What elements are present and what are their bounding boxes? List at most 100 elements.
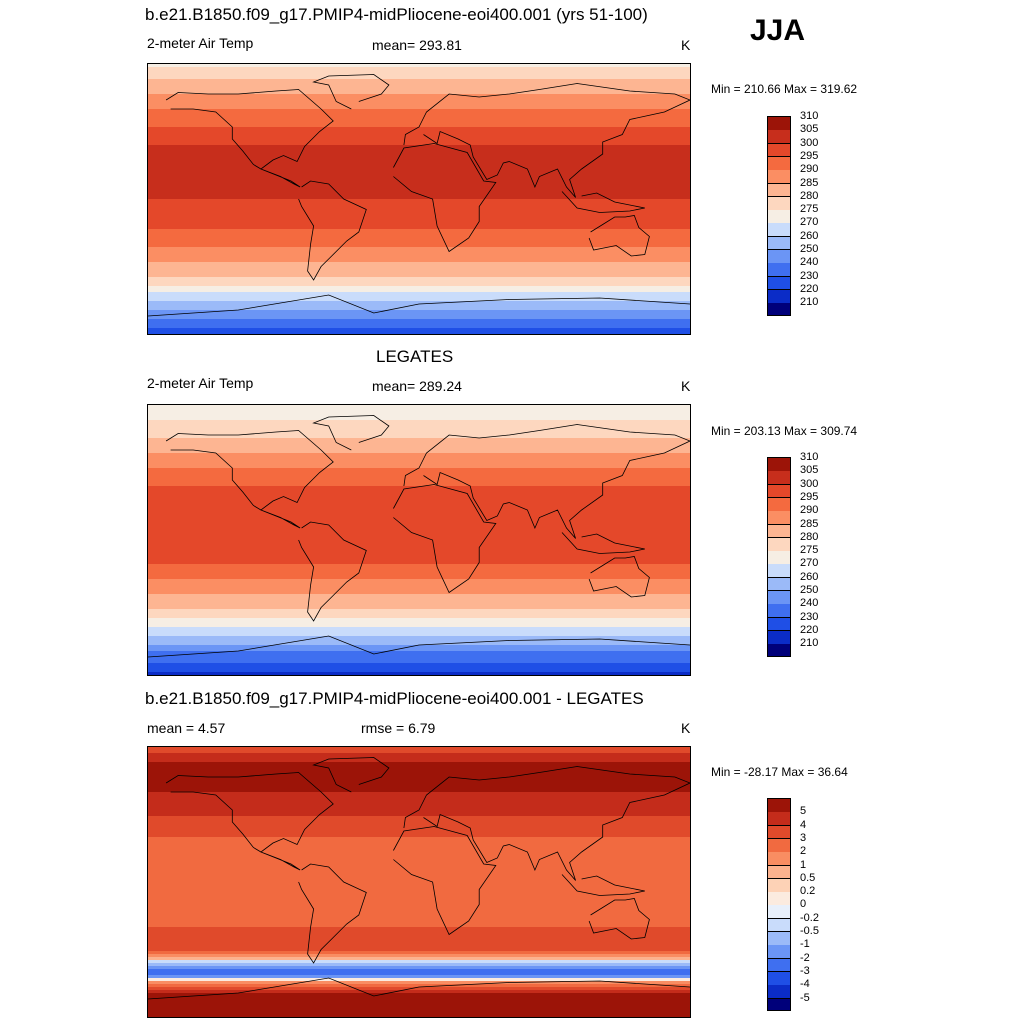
map-lat-band [148,579,690,583]
map-lat-band [148,211,690,215]
map-lat-band [148,253,690,257]
map-lat-band [148,516,690,520]
map-lat-band [148,828,690,832]
map-lat-band [148,268,690,272]
panel3-mean-label: mean = 4.57 [147,720,226,736]
colorbar-tick-label: 310 [800,451,819,463]
map-lat-band [148,969,690,973]
colorbar-tick-label: 220 [800,282,819,295]
map-lat-band [148,447,690,451]
map-lat-band [148,1008,690,1012]
coastline [148,635,690,658]
panel1-map [147,63,691,335]
colorbar-swatch [767,877,791,892]
map-lat-band [148,981,690,985]
colorbar-swatch [767,603,791,618]
colorbar-swatch [767,262,791,277]
colorbar-tick-label: 0.5 [800,871,816,884]
map-lat-band [148,990,690,994]
map-lat-band [148,411,690,415]
map-lat-band [148,924,690,928]
map-lat-band [148,465,690,469]
map-lat-band [148,543,690,547]
colorbar-tick-label: -5 [800,991,810,1004]
map-lat-band [148,564,690,568]
map-lat-band [148,115,690,119]
map-lat-band [148,331,690,334]
map-lat-band [148,861,690,865]
map-field [148,405,690,675]
coastline [165,772,334,871]
map-lat-band [148,444,690,448]
map-lat-band [148,834,690,838]
colorbar-swatch [767,970,791,985]
map-lat-band [148,510,690,514]
map-lat-band [148,801,690,805]
map-lat-band [148,181,690,185]
map-lat-band [148,85,690,89]
map-lat-band [148,612,690,616]
map-lat-band [148,190,690,194]
map-lat-band [148,672,690,675]
map-lat-band [148,97,690,101]
map-lat-band [148,163,690,167]
colorbar-swatch [767,590,791,604]
coastline [165,430,334,529]
map-lat-band [148,217,690,221]
panel1-colorbar: 210 220 230 240 250 260 270 275 280 285 290 295 300 3… [767,111,818,316]
colorbar-swatch [767,837,791,852]
coastline [298,521,367,622]
map-lat-band [148,214,690,218]
map-lat-band [148,570,690,574]
colorbar-swatch [767,288,791,303]
map-lat-band [148,600,690,604]
coastline [561,532,645,554]
colorbar-tick-label: 240 [800,256,819,269]
map-lat-band [148,199,690,203]
map-lat-band [148,414,690,418]
map-lat-band [148,819,690,823]
map-lat-band [148,858,690,862]
map-lat-band [148,316,690,320]
map-lat-band [148,882,690,886]
map-lat-band [148,864,690,868]
map-lat-band [148,151,690,155]
map-lat-band [148,498,690,502]
coastline [165,89,334,188]
map-lat-band [148,972,690,976]
map-lat-band [148,786,690,790]
map-lat-band [148,894,690,898]
colorbar-swatch [767,811,791,826]
map-lat-band [148,142,690,146]
coastline [312,757,390,793]
colorbar-tick-label: -0.5 [800,925,819,937]
map-lat-band [148,127,690,131]
map-lat-band [148,921,690,925]
map-lat-band [148,879,690,883]
colorbar-tick-label: 285 [800,517,819,530]
colorbar-swatch [767,891,791,905]
map-lat-band [148,966,690,970]
map-lat-band [148,298,690,302]
map-lat-band [148,241,690,245]
map-field [148,747,690,1017]
map-lat-band [148,831,690,835]
map-lat-band [148,999,690,1003]
map-lat-band [148,1005,690,1009]
map-lat-band [148,930,690,934]
map-lat-band [148,178,690,182]
map-lat-band [148,528,690,532]
map-lat-band [148,792,690,796]
colorbar-swatch [767,851,791,865]
map-lat-band [148,582,690,586]
map-lat-band [148,558,690,562]
map-lat-band [148,274,690,278]
map-lat-band [148,555,690,559]
colorbar-swatch [767,576,791,591]
panel3-colorbar: -5 -4 -3 -2 -1 -0.5 -0.2 0 0.2 0.5 1 2 3 4 5 [767,798,819,1012]
map-lat-band [148,459,690,463]
map-lat-band [148,777,690,781]
map-lat-band [148,948,690,952]
colorbar-tick-label: 275 [800,203,819,216]
map-lat-band [148,666,690,670]
